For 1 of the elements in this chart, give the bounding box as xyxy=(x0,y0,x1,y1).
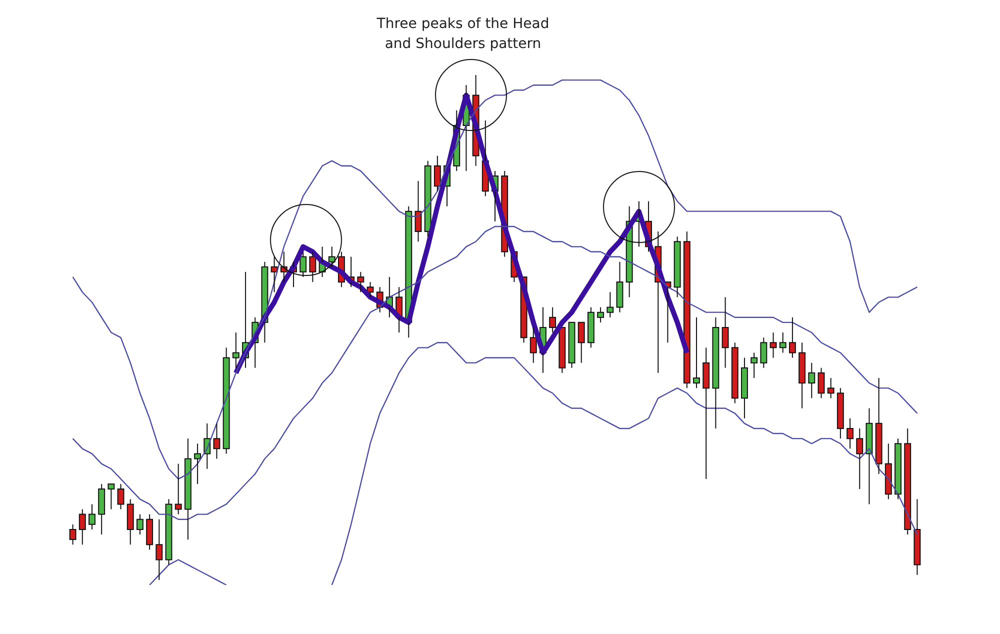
chart-title: Three peaks of the Head and Shoulders pattern xyxy=(376,15,550,54)
